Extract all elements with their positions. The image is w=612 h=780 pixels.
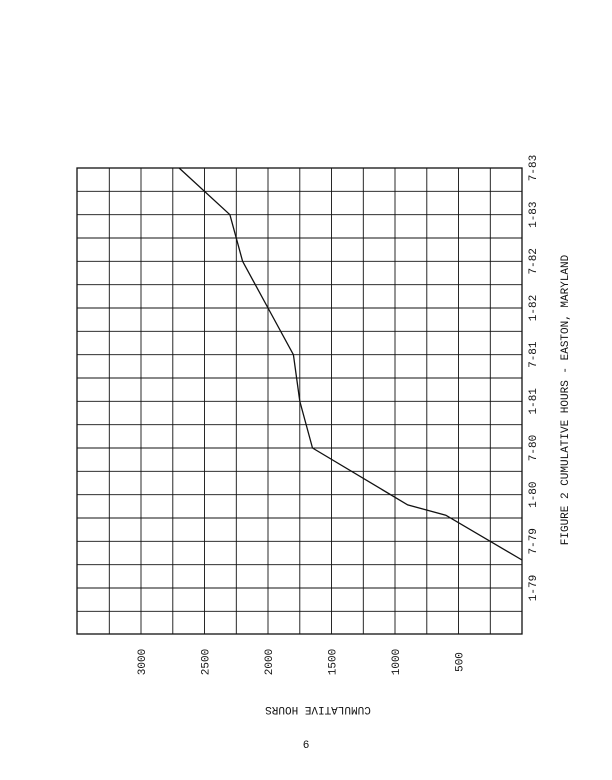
y-tick-label: 1500	[328, 649, 340, 675]
y-tick-labels: 500 1000 1500 2000 2500 3000	[137, 649, 467, 675]
chart-grid	[76, 167, 523, 635]
y-axis-label: CUMULATIVE HOURS	[265, 703, 371, 715]
figure-caption: FIGURE 2 CUMULATIVE HOURS - EASTON, MARY…	[560, 254, 572, 545]
x-tick-labels: 1-79 7-79 1-80 7-80 1-81 7-81 1-82 7-82 1-83 7-83	[528, 155, 540, 601]
y-tick-label: 1000	[391, 649, 403, 675]
page-number: 6	[303, 740, 310, 752]
x-tick-label: 7-83	[528, 155, 540, 181]
x-tick-label: 7-82	[528, 248, 540, 274]
series-line	[178, 167, 523, 561]
x-tick-label: 1-80	[528, 481, 540, 507]
y-tick-label: 3000	[137, 649, 149, 675]
chart-line-layer	[178, 167, 523, 561]
x-tick-label: 7-81	[528, 341, 540, 368]
x-tick-label: 1-82	[528, 295, 540, 321]
x-tick-label: 7-79	[528, 528, 540, 554]
x-tick-label: 1-79	[528, 575, 540, 601]
x-tick-label: 7-80	[528, 435, 540, 461]
y-tick-label: 500	[455, 652, 467, 672]
y-tick-label: 2500	[201, 649, 213, 675]
x-tick-label: 1-81	[528, 388, 540, 415]
x-tick-label: 1-83	[528, 201, 540, 227]
y-tick-label: 2000	[264, 649, 276, 675]
